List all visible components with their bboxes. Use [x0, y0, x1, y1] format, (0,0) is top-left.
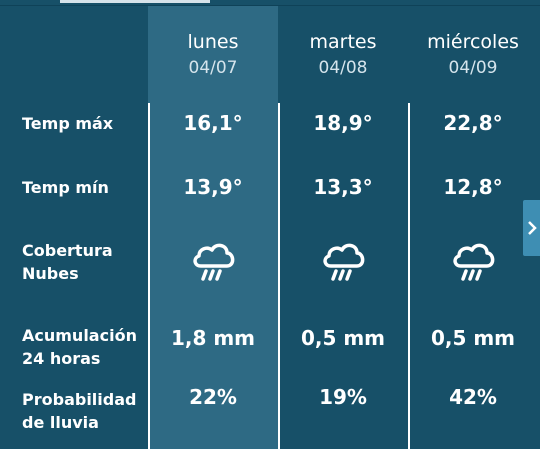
- day-name: lunes: [187, 31, 239, 53]
- day-header-martes[interactable]: martes 04/08: [278, 30, 408, 80]
- temp-min-value: 12,8°: [443, 175, 503, 199]
- accumulation-value: 0,5 mm: [300, 326, 386, 350]
- day-header-miercoles[interactable]: miércoles 04/09: [408, 30, 538, 80]
- rain-cloud-icon: [148, 238, 278, 282]
- tab-indicator: [60, 0, 210, 3]
- rain-probability-value: 22%: [189, 385, 237, 409]
- accumulation-value: 0,5 mm: [430, 326, 516, 350]
- selected-day-column: [148, 6, 278, 449]
- day-name: miércoles: [427, 31, 519, 53]
- temp-max-value: 18,9°: [313, 111, 373, 135]
- accumulation-value: 1,8 mm: [170, 326, 256, 350]
- rain-probability-value: 19%: [319, 385, 367, 409]
- rain-probability-value: 42%: [449, 385, 497, 409]
- temp-max-value: 22,8°: [443, 111, 503, 135]
- label-rain-probability: Probabilidad de lluvia: [22, 390, 137, 432]
- label-accumulation: Acumulación 24 horas: [22, 326, 137, 368]
- rain-cloud-icon: [278, 238, 408, 282]
- day-date: 04/08: [318, 58, 368, 78]
- column-divider: [278, 103, 280, 449]
- column-divider: [408, 103, 410, 449]
- rain-cloud-icon: [408, 238, 538, 282]
- temp-min-value: 13,3°: [313, 175, 373, 199]
- label-temp-max: Temp máx: [22, 114, 114, 133]
- label-cloud-cover: Cobertura Nubes: [22, 241, 113, 283]
- chevron-right-icon: [527, 221, 537, 235]
- day-header-lunes[interactable]: lunes 04/07: [148, 30, 278, 80]
- column-divider: [148, 103, 150, 449]
- temp-max-value: 16,1°: [183, 111, 243, 135]
- day-name: martes: [309, 31, 377, 53]
- next-days-button[interactable]: [523, 200, 540, 256]
- temp-min-value: 13,9°: [183, 175, 243, 199]
- top-border: [0, 5, 540, 6]
- day-date: 04/09: [448, 58, 498, 78]
- day-date: 04/07: [188, 58, 238, 78]
- label-temp-min: Temp mín: [22, 178, 109, 197]
